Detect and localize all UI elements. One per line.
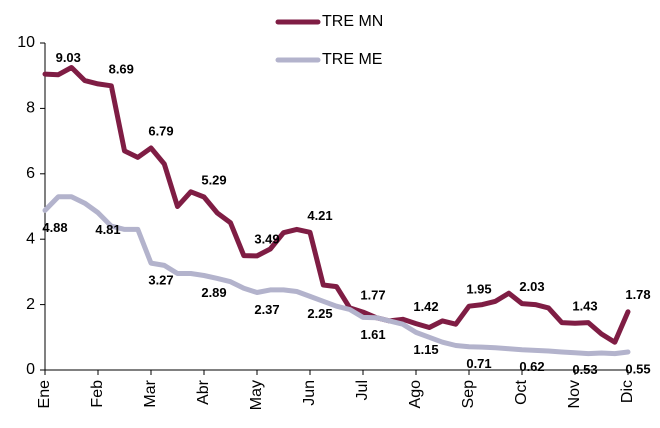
value-label: 1.15	[413, 342, 438, 357]
y-tick-label: 0	[26, 361, 35, 378]
x-tick-label: Feb	[89, 380, 106, 408]
value-label: 1.77	[360, 288, 385, 303]
series-line	[42, 194, 631, 357]
value-label: 9.03	[56, 50, 81, 65]
value-label: 3.49	[254, 231, 279, 246]
x-tick-label: Ene	[36, 380, 53, 409]
value-label: 1.95	[466, 282, 491, 297]
series-line	[42, 65, 631, 345]
value-label: 0.62	[519, 359, 544, 374]
value-label: 0.53	[572, 362, 597, 377]
y-tick-label: 2	[26, 296, 35, 313]
value-label: 2.03	[519, 279, 544, 294]
x-tick-label: Ago	[407, 380, 424, 409]
x-tick-label: Jun	[301, 380, 318, 406]
value-label: 2.25	[307, 306, 332, 321]
x-tick-label: Nov	[566, 380, 583, 408]
y-tick-label: 10	[17, 34, 35, 51]
value-label: 0.71	[466, 356, 491, 371]
value-label: 1.42	[413, 299, 438, 314]
y-tick-label: 6	[26, 165, 35, 182]
value-label: 6.79	[148, 123, 173, 138]
value-label: 4.21	[307, 208, 332, 223]
value-label: 3.27	[148, 273, 173, 288]
value-label: 4.81	[95, 222, 120, 237]
legend-label: TRE MN	[322, 13, 383, 30]
value-label: 5.29	[201, 172, 226, 187]
value-label: 4.88	[42, 220, 67, 235]
legend-label: TRE ME	[322, 51, 382, 68]
x-tick-label: Sep	[460, 380, 477, 409]
x-tick-label: Mar	[142, 379, 159, 407]
value-label: 1.61	[360, 327, 385, 342]
x-tick-label: Abr	[195, 379, 212, 405]
x-tick-label: Oct	[513, 379, 530, 404]
x-tick-label: May	[248, 380, 265, 410]
value-label: 0.55	[625, 361, 650, 376]
y-tick-label: 8	[26, 100, 35, 117]
value-label: 1.43	[572, 299, 597, 314]
x-tick-label: Dic	[619, 380, 636, 403]
value-label: 2.37	[254, 302, 279, 317]
value-label: 2.89	[201, 285, 226, 300]
value-label: 8.69	[109, 61, 134, 76]
y-tick-label: 4	[26, 230, 35, 247]
x-tick-label: Jul	[354, 380, 371, 400]
value-label: 1.78	[625, 287, 650, 302]
